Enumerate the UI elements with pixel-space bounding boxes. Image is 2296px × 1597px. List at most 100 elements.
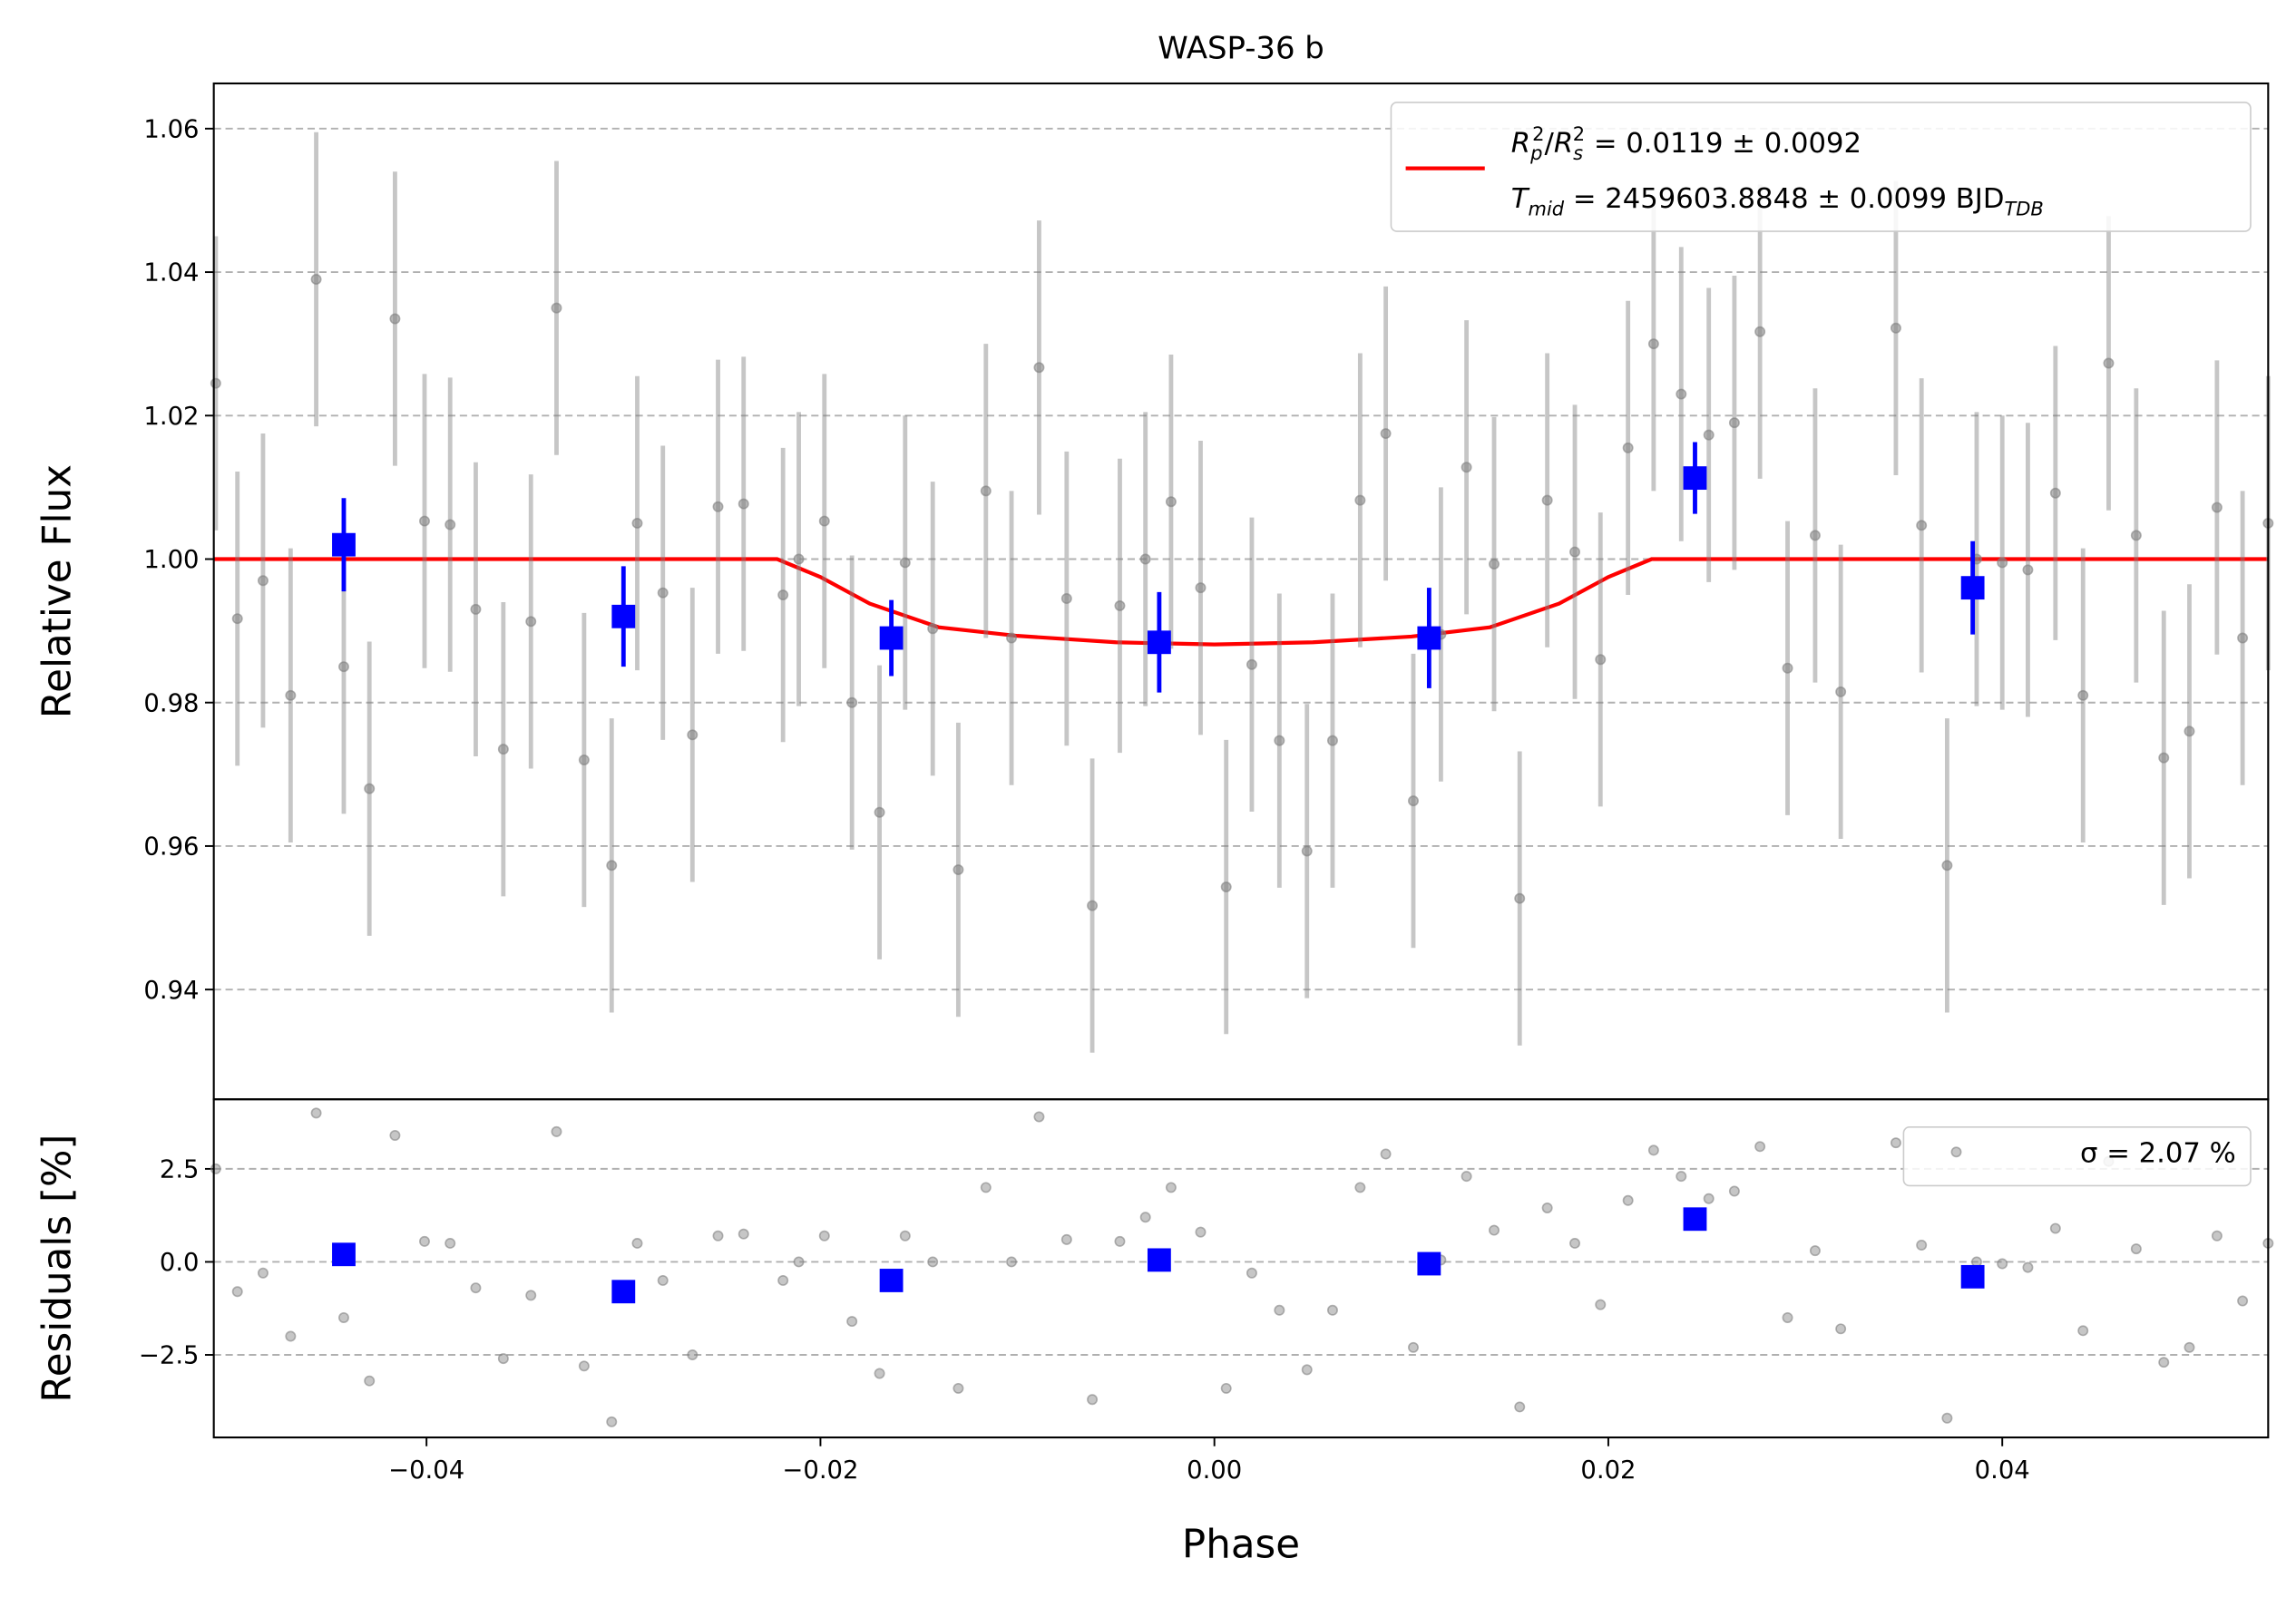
- residual-point: [980, 1182, 992, 1193]
- data-point: [1087, 900, 1099, 911]
- data-point: [1916, 520, 1928, 531]
- data-point: [738, 498, 749, 510]
- data-point: [1060, 593, 1072, 604]
- residual-point: [1595, 1299, 1607, 1310]
- residual-point: [445, 1237, 456, 1249]
- legend-label-part: s: [1573, 142, 1583, 164]
- residual-point: [2049, 1222, 2061, 1234]
- binned-point: [1417, 1251, 1441, 1276]
- residual-point: [1326, 1304, 1338, 1316]
- data-point: [1165, 496, 1177, 508]
- y-tick-label: 0.94: [143, 977, 199, 1005]
- x-tick-label: 0.00: [1187, 1456, 1242, 1485]
- y-tick-label: −2.5: [139, 1342, 200, 1370]
- data-point: [2130, 530, 2142, 541]
- residual-point: [1703, 1193, 1715, 1204]
- residual-point: [818, 1230, 830, 1242]
- y-tick-label: 2.5: [160, 1156, 200, 1184]
- data-point: [389, 313, 401, 325]
- residual-point: [389, 1130, 401, 1141]
- data-point: [231, 613, 243, 625]
- panel: 0.94 0.96 0.98 1.00 1.02 1.04 1.06 WASP-36 b Rel…: [34, 31, 2274, 1101]
- residual-point: [1408, 1341, 1419, 1353]
- residual-point: [1569, 1237, 1581, 1249]
- residual-point: [927, 1256, 939, 1268]
- legend-box: [1902, 1126, 2252, 1187]
- data-point: [1997, 557, 2008, 569]
- data-point: [364, 783, 376, 794]
- x-tick-label: −0.02: [782, 1456, 858, 1485]
- residual-point: [1622, 1194, 1634, 1206]
- data-point: [1782, 662, 1793, 674]
- data-point: [1461, 462, 1472, 473]
- data-point: [1195, 582, 1207, 594]
- legend-label: σ = 2.07 %: [2080, 1138, 2236, 1170]
- residual-point: [1809, 1245, 1821, 1257]
- legend-label-part: = 0.0119 ± 0.0092: [1585, 128, 1861, 160]
- data-point: [2077, 689, 2089, 701]
- data-point: [818, 515, 830, 527]
- data-point: [1301, 845, 1313, 857]
- y-tick-label: 1.02: [143, 403, 199, 431]
- binned-point: [879, 1269, 904, 1292]
- data-point: [1220, 881, 1232, 893]
- residual-point: [1941, 1412, 1953, 1424]
- residual-point: [1461, 1171, 1472, 1183]
- binned-point: [332, 1242, 356, 1267]
- data-point: [657, 587, 669, 599]
- data-point: [980, 485, 992, 497]
- residual-point: [338, 1312, 349, 1323]
- data-point: [419, 515, 430, 527]
- residual-point: [953, 1382, 964, 1394]
- legend-label-part: p: [1529, 142, 1542, 164]
- data-point: [1541, 494, 1553, 506]
- y-tick-label: 0.96: [143, 833, 199, 862]
- legend-label-part: = 2459603.8848 ± 0.0099 BJD: [1564, 183, 2004, 215]
- data-point: [1647, 338, 1659, 350]
- residual-point: [1246, 1267, 1257, 1279]
- data-point: [2158, 752, 2170, 764]
- data-point: [606, 860, 618, 872]
- data-point: [2103, 357, 2115, 369]
- residual-point: [1676, 1171, 1687, 1183]
- y-axis-label: Relative Flux: [34, 464, 80, 718]
- residual-point: [874, 1368, 885, 1379]
- plot-frame: [212, 82, 2270, 1101]
- residual-point: [1139, 1212, 1151, 1223]
- legend-label-part: R: [1554, 128, 1573, 160]
- data-point: [1595, 654, 1607, 666]
- data-point: [1754, 326, 1766, 337]
- residual-point: [631, 1237, 643, 1249]
- residual-point: [231, 1286, 243, 1298]
- y-tick-label: 1.04: [143, 259, 199, 287]
- model-line: [213, 557, 2269, 647]
- residual-point: [793, 1256, 805, 1268]
- residual-point: [1006, 1256, 1018, 1268]
- data-point: [338, 661, 349, 673]
- binned-point: [1683, 1207, 1707, 1232]
- data-point: [1569, 546, 1581, 558]
- data-point: [1354, 494, 1366, 506]
- residual-point: [1728, 1185, 1740, 1197]
- chart-title: WASP-36 b: [1158, 31, 1324, 66]
- residual-point: [712, 1230, 724, 1242]
- data-point: [1033, 362, 1045, 374]
- data-point: [210, 377, 221, 389]
- residual-point: [1916, 1240, 1928, 1251]
- data-point: [2184, 725, 2195, 737]
- data-point: [1274, 735, 1285, 746]
- data-point: [1326, 735, 1338, 746]
- data-point: [1246, 658, 1257, 670]
- y-tick-label: 1.00: [143, 546, 199, 574]
- residual-point: [1541, 1203, 1553, 1213]
- residual-point: [525, 1290, 537, 1301]
- data-point: [1835, 686, 1847, 697]
- residual-point: [846, 1316, 858, 1328]
- data-point: [899, 557, 911, 569]
- binned-point: [1147, 1248, 1171, 1272]
- residual-point: [497, 1353, 509, 1365]
- x-axis-label: Phase: [1182, 1522, 1300, 1567]
- data-point: [1006, 632, 1018, 644]
